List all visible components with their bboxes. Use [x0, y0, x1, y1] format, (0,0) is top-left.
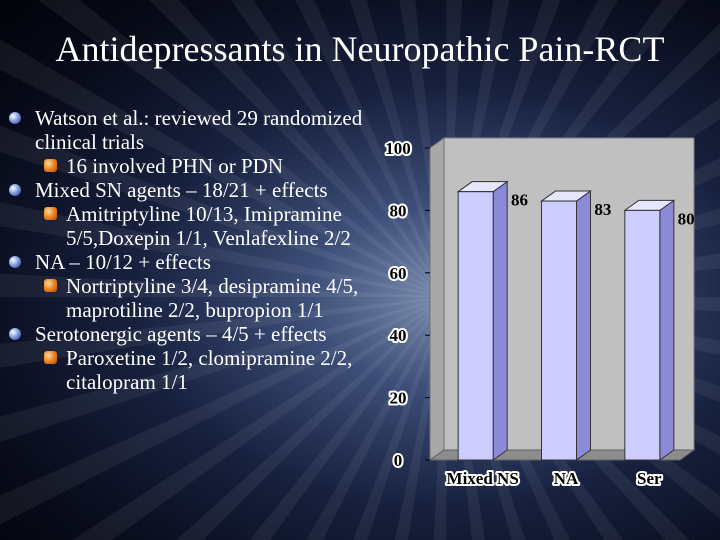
sub-bullet-cube-icon	[44, 207, 57, 220]
y-tick-label: 80	[390, 201, 407, 220]
bar-front	[541, 200, 577, 461]
category-label: Ser	[637, 469, 662, 488]
sub-bullet-cube-icon	[44, 159, 57, 172]
y-tick-label: 20	[390, 389, 407, 408]
chart-category-labels: Mixed NS NA Ser	[445, 467, 665, 490]
sub-bullet-item: Paroxetine 1/2, clomipramine 2/2, citalo…	[8, 346, 388, 394]
value-label: 86	[511, 191, 528, 210]
chart-value-labels: 86 83 80	[511, 191, 695, 229]
bullet-orb-icon	[9, 112, 21, 124]
y-tick-label: 60	[390, 264, 407, 283]
sub-bullet-item: 16 involved PHN or PDN	[8, 154, 388, 178]
chart-bars	[456, 180, 676, 461]
bullet-item: Watson et al.: reviewed 29 randomized cl…	[8, 106, 388, 154]
bar-side	[659, 199, 675, 461]
bullet-orb-icon	[9, 184, 21, 196]
bullet-orb-icon	[9, 328, 21, 340]
y-tick-label: 100	[385, 139, 411, 158]
value-label: 83	[594, 200, 611, 219]
bullet-orb-icon	[9, 256, 21, 268]
bar	[456, 180, 509, 461]
bar-front	[624, 209, 661, 461]
bullet-item: Mixed SN agents – 18/21 + effects	[8, 178, 388, 202]
sub-bullet-text: Amitriptyline 10/13, Imipramine 5/5,Doxe…	[66, 202, 351, 250]
sub-bullet-cube-icon	[44, 279, 57, 292]
sub-bullet-cube-icon	[44, 351, 57, 364]
bullet-list: Watson et al.: reviewed 29 randomized cl…	[8, 106, 388, 394]
sub-bullet-item: Amitriptyline 10/13, Imipramine 5/5,Doxe…	[8, 202, 388, 250]
bar-front	[457, 191, 494, 461]
chart-tick-labels: 0 20 40 60 80 100	[383, 137, 413, 472]
chart-side-wall	[429, 137, 445, 461]
sub-bullet-item: Nortriptyline 3/4, desipramine 4/5, mapr…	[8, 274, 388, 322]
bullet-text: Mixed SN agents – 18/21 + effects	[35, 178, 328, 202]
sub-bullet-text: Paroxetine 1/2, clomipramine 2/2, citalo…	[66, 346, 353, 394]
bullet-text: Serotonergic agents – 4/5 + effects	[35, 322, 327, 346]
sub-bullet-text: Nortriptyline 3/4, desipramine 4/5, mapr…	[66, 274, 359, 322]
bar-side	[576, 190, 591, 461]
value-label: 80	[678, 209, 695, 228]
bar-side	[492, 180, 508, 461]
category-label: Mixed NS	[447, 469, 519, 488]
slide-title: Antidepressants in Neuropathic Pain-RCT	[55, 29, 665, 69]
bar	[623, 199, 676, 461]
y-tick-label: 0	[394, 451, 403, 470]
bullet-text: NA – 10/12 + effects	[35, 250, 211, 274]
y-tick-label: 40	[390, 326, 407, 345]
bar	[539, 190, 593, 461]
sub-bullet-text: 16 involved PHN or PDN	[66, 154, 284, 178]
bullet-item: NA – 10/12 + effects	[8, 250, 388, 274]
bullet-text: Watson et al.: reviewed 29 randomized cl…	[35, 106, 363, 154]
category-label: NA	[554, 469, 579, 488]
bullet-item: Serotonergic agents – 4/5 + effects	[8, 322, 388, 346]
